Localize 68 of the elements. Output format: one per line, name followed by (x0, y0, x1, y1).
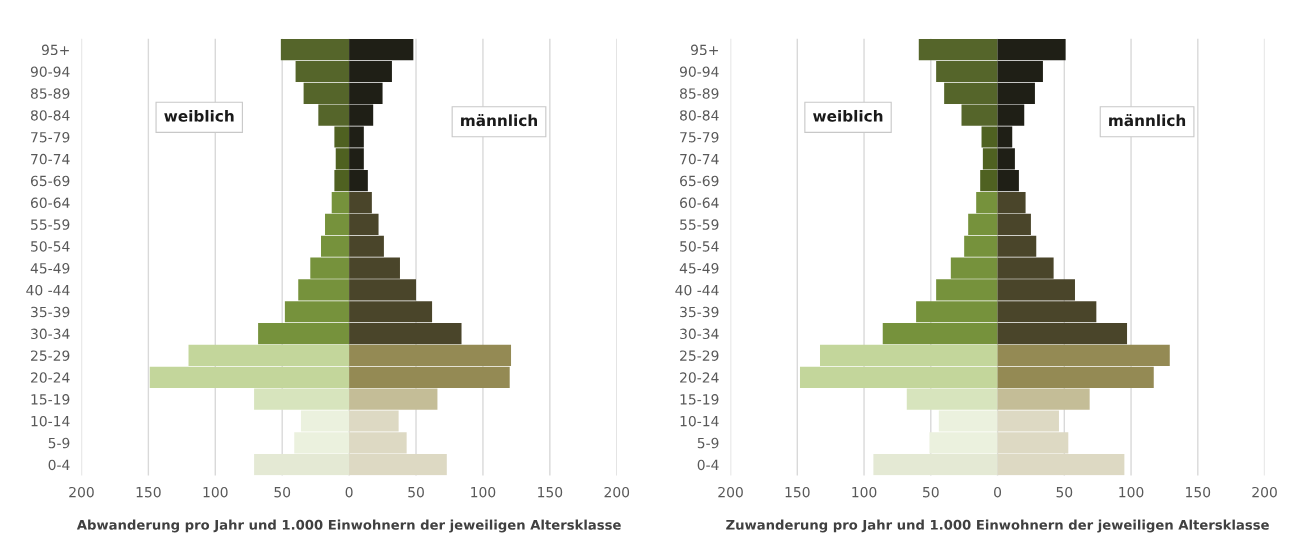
y-tick-label: 85-89 (30, 88, 70, 99)
y-tick-label: 35-39 (31, 306, 70, 318)
x-tick-label: 0 (345, 486, 353, 498)
bar (254, 388, 350, 410)
y-tick-label: 10-14 (31, 415, 70, 427)
y-tick-label: 15-19 (31, 394, 70, 405)
y-tick-label: 40 -44 (675, 284, 719, 296)
x-tick-label: 0 (994, 486, 1002, 498)
y-tick-label: 15-19 (680, 394, 719, 405)
x-tick-label: 150 (538, 486, 563, 498)
y-tick-label: 80-84 (30, 110, 70, 121)
y-tick-label: 30-34 (31, 328, 70, 340)
y-tick-label: 45-49 (679, 263, 719, 274)
y-tick-label: 0-4 (697, 459, 719, 471)
x-tick-label: 150 (785, 486, 810, 498)
y-tick-label: 40 -44 (26, 284, 70, 296)
y-tick-label: 60-64 (30, 197, 70, 209)
y-tick-label: 65-69 (30, 175, 70, 187)
y-tick-label: 50-54 (680, 241, 719, 252)
y-tick-label: 50-54 (31, 241, 70, 252)
y-tick-label: 75-79 (680, 131, 719, 143)
y-tick-label: 10-14 (680, 415, 719, 427)
bar (906, 388, 998, 410)
x-tick-label: 200 (1252, 486, 1277, 498)
y-tick-label: 30-34 (680, 328, 719, 340)
y-tick-label: 5-9 (48, 437, 70, 449)
x-tick-label: 150 (1186, 486, 1211, 498)
y-tick-label: 90-94 (679, 66, 719, 77)
x-tick-label: 50 (1056, 486, 1073, 498)
bar (997, 388, 1090, 410)
x-axis-title: Zuwanderung pro Jahr und 1.000 Einwohnern der jeweiligen Altersklasse (726, 519, 1269, 533)
y-tick-label: 25-29 (680, 350, 719, 361)
y-tick-label: 95+ (691, 44, 718, 56)
annotation: weiblich (164, 109, 234, 122)
x-tick-label: 100 (203, 486, 228, 498)
x-tick-label: 50 (408, 486, 424, 498)
x-tick-label: 150 (136, 486, 161, 498)
x-tick-label: 50 (274, 486, 291, 498)
annotation: weiblich (813, 109, 883, 122)
y-tick-label: 55-59 (680, 219, 719, 230)
x-axis-title: Abwanderung pro Jahr und 1.000 Einwohnern der jeweiligen Altersklasse (76, 519, 621, 533)
annotation: männlich (461, 114, 537, 127)
y-tick-label: 20-24 (680, 372, 719, 383)
y-tick-label: 45-49 (30, 263, 70, 274)
y-tick-label: 0-4 (48, 459, 70, 471)
y-tick-label: 25-29 (31, 350, 70, 361)
x-tick-label: 200 (718, 486, 743, 498)
y-tick-label: 70-74 (31, 153, 70, 165)
y-tick-label: 95+ (41, 44, 69, 56)
y-tick-label: 5-9 (697, 437, 719, 449)
y-tick-label: 75-79 (31, 131, 70, 143)
y-tick-label: 60-64 (680, 197, 719, 209)
annotation: männlich (1109, 114, 1186, 127)
y-tick-label: 70-74 (680, 153, 719, 165)
y-tick-label: 55-59 (31, 219, 70, 230)
bar (349, 388, 438, 410)
x-tick-label: 100 (852, 486, 877, 498)
y-tick-label: 35-39 (680, 306, 719, 318)
x-tick-label: 200 (69, 486, 94, 498)
x-tick-label: 50 (923, 486, 939, 498)
y-tick-label: 80-84 (680, 110, 719, 121)
x-tick-label: 100 (1119, 486, 1144, 498)
y-tick-label: 85-89 (680, 88, 719, 99)
y-tick-label: 65-69 (680, 175, 719, 187)
y-tick-label: 20-24 (31, 372, 70, 383)
x-tick-label: 100 (471, 486, 496, 498)
x-tick-label: 200 (604, 486, 630, 498)
y-tick-label: 90-94 (30, 66, 70, 77)
